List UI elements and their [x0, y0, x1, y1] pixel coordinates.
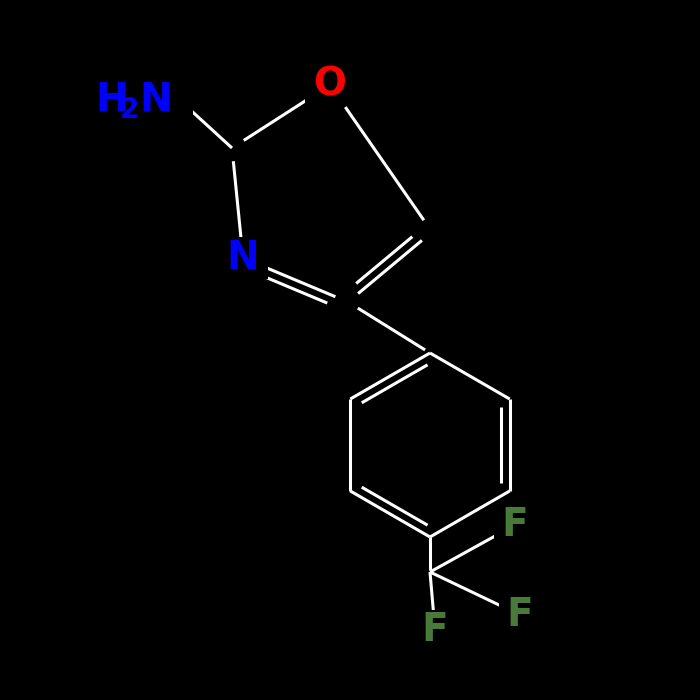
- Bar: [218, 237, 268, 279]
- Bar: [494, 505, 536, 545]
- Bar: [414, 610, 456, 650]
- Text: H: H: [96, 81, 128, 119]
- Text: F: F: [421, 611, 448, 649]
- Text: N: N: [140, 81, 172, 119]
- Text: O: O: [314, 66, 346, 104]
- Text: N: N: [227, 239, 259, 277]
- Bar: [305, 64, 355, 106]
- Text: F: F: [507, 596, 533, 634]
- Text: F: F: [502, 506, 528, 544]
- Bar: [499, 595, 541, 635]
- Bar: [88, 76, 192, 124]
- Text: 2: 2: [120, 96, 140, 124]
